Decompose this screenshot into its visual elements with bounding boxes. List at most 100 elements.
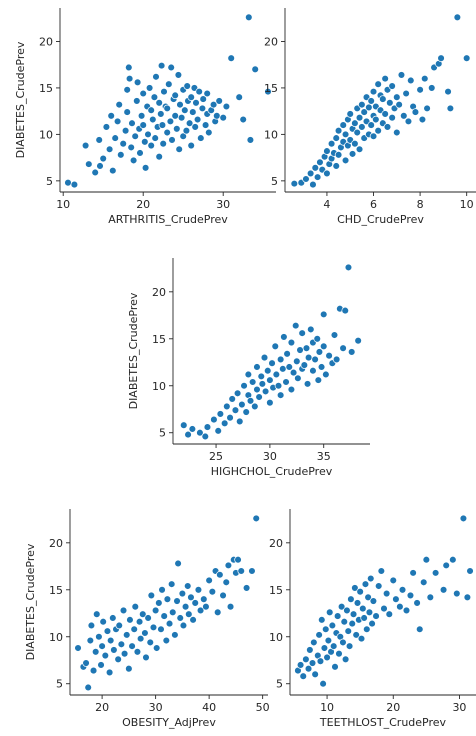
scatter-point [302, 344, 311, 352]
scatter-point [285, 363, 294, 371]
scatter-point [332, 162, 340, 170]
scatter-point [203, 423, 212, 431]
scatter-point [128, 119, 136, 127]
scatter-point [393, 128, 401, 137]
scatter-point [356, 587, 364, 596]
scatter-point [283, 350, 291, 358]
scatter-point [315, 631, 323, 639]
scatter-point [163, 595, 172, 603]
scatter-point [234, 555, 242, 564]
scatter-point [462, 54, 471, 62]
scatter-point [261, 387, 270, 396]
scatter-point [377, 567, 386, 575]
scatter-point [227, 54, 235, 62]
scatter-point [141, 164, 150, 172]
scatter-point [171, 631, 179, 639]
y-tick-label: 15 [269, 584, 283, 597]
scatter-point [220, 419, 229, 428]
scatter-point [310, 638, 318, 647]
scatter-point [314, 376, 323, 384]
y-tick-label: 20 [39, 35, 53, 48]
scatter-point [81, 141, 90, 150]
scatter-point [257, 372, 266, 381]
scatter-point [203, 89, 211, 98]
scatter-point [209, 100, 218, 109]
y-tick-label: 10 [49, 631, 63, 644]
scatter-point [103, 627, 112, 635]
scatter-point [369, 597, 378, 605]
scatter-point [168, 608, 177, 617]
y-tick-label: 20 [269, 537, 283, 550]
scatter-point [139, 610, 147, 618]
scatter-point [175, 145, 183, 154]
scatter-point [411, 108, 420, 116]
scatter-point [128, 642, 136, 650]
scatter-point [197, 134, 205, 142]
scatter-point [291, 321, 300, 330]
scatter-point [194, 586, 203, 594]
y-axis-label: DIABETES_CrudePrev [127, 292, 140, 409]
y-tick-label: 20 [49, 537, 63, 550]
scatter-point [147, 591, 156, 600]
x-axis-label: CHD_CrudePrev [337, 213, 424, 226]
scatter-point [323, 169, 331, 178]
scatter-point [157, 625, 165, 633]
scatter-point [330, 331, 339, 339]
scatter-point [311, 670, 319, 679]
scatter-point [191, 123, 199, 131]
scatter-point [215, 97, 223, 105]
x-tick-label: 25 [209, 450, 223, 463]
scatter-point [187, 593, 195, 602]
scatter-point [106, 636, 115, 645]
scatter-point [248, 378, 257, 386]
scatter-point [289, 368, 298, 377]
scatter-point [139, 121, 147, 129]
scatter-point [334, 151, 343, 159]
scatter-point [159, 139, 167, 148]
x-tick-label: 40 [202, 701, 216, 714]
scatter-point [251, 65, 259, 74]
scatter-point [117, 151, 125, 159]
scatter-point [372, 115, 380, 124]
scatter-point [178, 589, 187, 598]
x-tick-label: 20 [136, 198, 150, 211]
scatter-point [319, 679, 327, 688]
scatter-point [280, 333, 288, 341]
scatter-point [122, 631, 131, 639]
scatter-point [202, 602, 210, 611]
scatter-point [413, 599, 421, 607]
scatter-point [248, 567, 256, 575]
scatter-point [317, 363, 326, 371]
scatter-point [223, 402, 231, 411]
scatter-point [105, 145, 114, 154]
y-axis-label: DIABETES_CrudePrev [24, 543, 37, 660]
scatter-point [119, 139, 127, 148]
scatter-point [136, 634, 145, 643]
scatter-point [365, 608, 374, 617]
scatter-point [185, 610, 193, 618]
scatter-point [187, 141, 195, 150]
scatter-point [187, 93, 195, 101]
scatter-point [360, 614, 368, 622]
scatter-point [219, 113, 227, 122]
scatter-point [431, 569, 440, 577]
scatter-point [388, 82, 396, 90]
scatter-point [174, 559, 182, 568]
scatter-point [367, 97, 375, 105]
scatter-point [163, 128, 171, 137]
scatter-point [380, 604, 388, 613]
scatter-point [173, 597, 181, 605]
scatter-point [137, 112, 146, 120]
scatter-point [224, 561, 233, 570]
scatter-point [381, 74, 389, 83]
scatter-point [121, 126, 130, 135]
scatter-point [357, 634, 366, 643]
scatter-point [145, 84, 154, 92]
x-tick-label: 10 [460, 198, 474, 211]
scatter-point [157, 61, 166, 70]
scatter-point [369, 132, 378, 140]
scatter-point [233, 389, 242, 398]
y-tick-label: 5 [46, 175, 53, 188]
scatter-point [239, 115, 247, 124]
